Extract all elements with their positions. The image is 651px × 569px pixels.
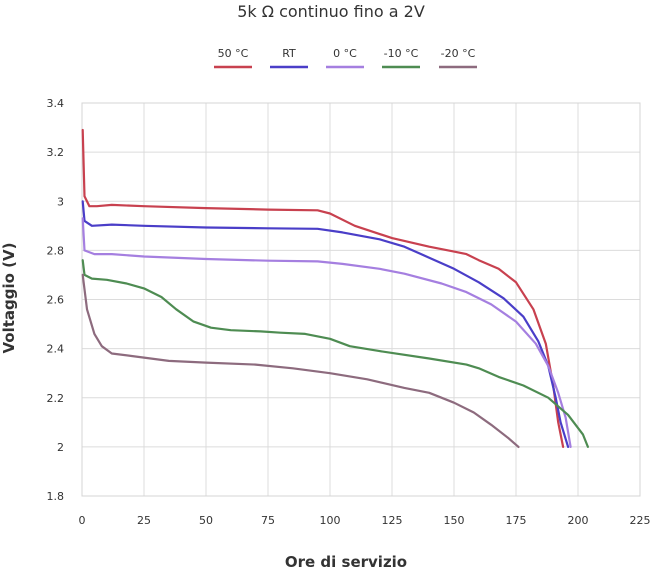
x-tick-label: 100: [320, 514, 341, 527]
series-line: [81, 273, 520, 448]
y-tick-label: 2.2: [47, 392, 65, 405]
x-tick-label: 50: [199, 514, 213, 527]
x-tick-label: 125: [382, 514, 403, 527]
x-tick-label: 25: [137, 514, 151, 527]
x-tick-label: 0: [79, 514, 86, 527]
y-tick-label: 3.4: [47, 97, 65, 110]
y-axis-title: Voltaggio (V): [0, 243, 18, 354]
chart-title: 5k Ω continuo fino a 2V: [237, 2, 425, 21]
x-tick-label: 75: [261, 514, 275, 527]
y-tick-label: 2.4: [47, 343, 65, 356]
x-tick-label: 150: [444, 514, 465, 527]
y-tick-label: 2.6: [47, 294, 65, 307]
legend-label: 0 °C: [333, 47, 357, 60]
series-lines: [81, 128, 589, 448]
x-axis-ticks: 0 25 50 75 100 125 150 175 200 225: [79, 514, 651, 527]
series-line: [81, 217, 572, 448]
legend: 50 °C RT 0 °C -10 °C -20 °C: [214, 47, 477, 69]
y-tick-label: 3: [57, 195, 64, 208]
x-axis-title: Ore di servizio: [285, 553, 407, 569]
legend-label: -20 °C: [441, 47, 476, 60]
y-tick-label: 1.8: [47, 490, 65, 503]
legend-label: 50 °C: [218, 47, 249, 60]
plot-area: [81, 102, 641, 497]
legend-label: -10 °C: [384, 47, 419, 60]
x-tick-label: 200: [568, 514, 589, 527]
x-tick-label: 175: [506, 514, 527, 527]
y-tick-label: 2.8: [47, 244, 65, 257]
y-tick-label: 3.2: [47, 146, 65, 159]
x-tick-label: 225: [630, 514, 651, 527]
y-tick-label: 2: [57, 441, 64, 454]
series-line: [81, 200, 570, 448]
series-line: [81, 259, 589, 448]
legend-label: RT: [282, 47, 296, 60]
y-axis-ticks: 1.8 2 2.2 2.4 2.6 2.8 3 3.2 3.4: [47, 97, 65, 503]
series-line: [81, 128, 565, 448]
